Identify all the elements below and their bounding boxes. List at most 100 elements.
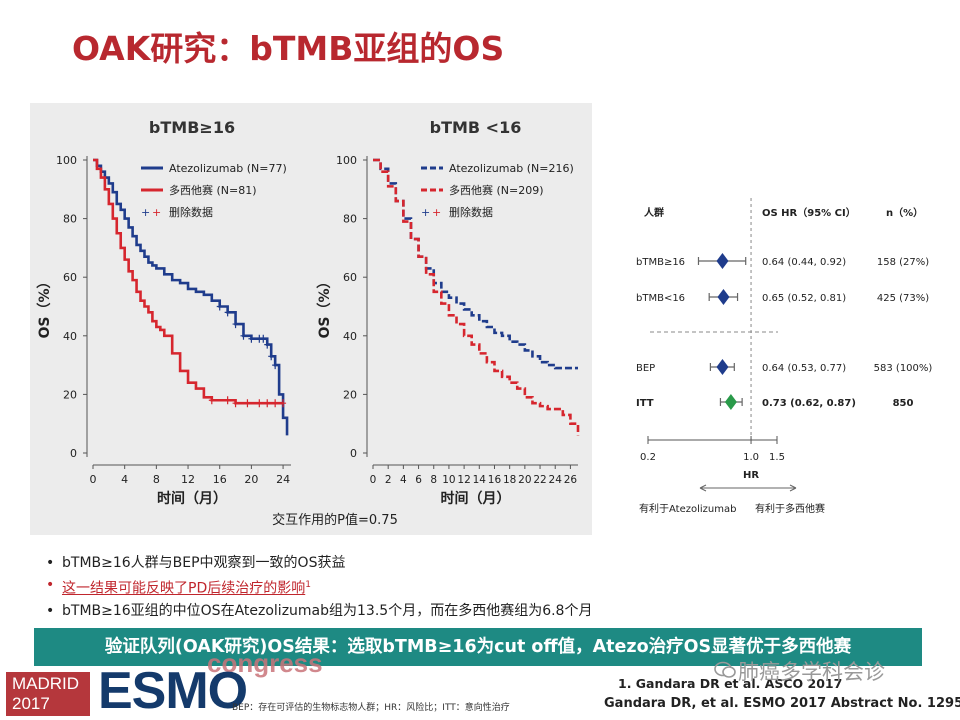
congress-logo-text: congress: [207, 648, 323, 678]
y-tick-label: 80: [343, 213, 357, 226]
censor-mark-docetaxel: [264, 399, 271, 408]
interaction-p: 交互作用的P值=0.75: [272, 512, 398, 528]
y-tick-label: 40: [343, 330, 357, 343]
forest-row-n: 583 (100%): [874, 363, 933, 374]
legend-label-series-2: 多西他赛 (N=81): [169, 183, 257, 197]
forest-x-label: HR: [743, 470, 759, 481]
legend-label-censored: 删除数据: [169, 205, 213, 219]
censor-mark-docetaxel: [256, 399, 263, 408]
y-tick-label: 100: [56, 154, 77, 167]
reference-1: 1. Gandara DR et al. ASCO 2017: [618, 676, 843, 691]
forest-x-tick-label: 1.0: [743, 452, 759, 463]
censor-mark-docetaxel: [232, 399, 239, 408]
x-axis-label: 时间（月）: [441, 490, 511, 507]
x-tick-label: 12: [457, 474, 470, 486]
censor-mark-docetaxel: [244, 399, 251, 408]
bullet-2-text: 这一结果可能反映了PD后续治疗的影响: [62, 580, 306, 597]
km-curve-series-1: [373, 158, 578, 370]
x-tick-label: 4: [400, 474, 407, 486]
y-axis-label: OS（%）: [37, 274, 53, 338]
madrid-logo: MADRID 2017: [6, 672, 90, 716]
legend-censor-plus-red: +: [152, 206, 161, 219]
censor-mark-atezo: [260, 334, 267, 343]
madrid-logo-year: 2017: [12, 694, 50, 713]
x-tick-label: 22: [533, 474, 546, 486]
x-tick-label: 20: [518, 474, 531, 486]
legend-label-series-1: Atezolizumab (N=216): [449, 162, 574, 175]
esmo-logo: ESMO: [98, 662, 248, 720]
x-tick-label: 8: [153, 473, 160, 486]
x-tick-label: 16: [488, 474, 502, 486]
forest-row-n: 158 (27%): [877, 257, 929, 268]
censor-mark-atezo: [248, 334, 255, 343]
km-curve-series-1: [93, 158, 289, 436]
y-tick-label: 20: [343, 388, 357, 401]
y-tick-label: 0: [350, 447, 357, 460]
forest-favor-arrow: [699, 484, 797, 492]
slide-title: OAK研究：bTMB亚组的OS: [72, 29, 505, 68]
conclusion-banner: 验证队列(OAK研究)OS结果：选取bTMB≥16为cut off值，Atezo…: [34, 628, 922, 666]
censor-mark-atezo: [216, 302, 223, 311]
bullet-list: bTMB≥16人群与BEP中观察到一致的OS获益 这一结果可能反映了PD后续治疗…: [40, 552, 592, 622]
censor-mark-atezo: [264, 340, 271, 349]
chart-title: bTMB≥16: [149, 118, 235, 137]
censor-mark-atezo: [268, 352, 275, 361]
censor-mark-atezo: [272, 361, 279, 370]
x-tick-label: 16: [213, 473, 227, 486]
km-chart-btmb-high: bTMB≥16 0 20 40 60 80 100 0 4 8 12 16 20 24 时间（月） OS（%）…: [37, 118, 291, 507]
km-panel: [30, 103, 592, 535]
forest-hr-diamond: [724, 394, 737, 410]
forest-plot: 人群 OS HR（95% CI） n（%） bTMB≥16 0.64 (0.44, 0.…: [636, 198, 932, 515]
forest-row-label: bTMB≥16: [636, 257, 685, 268]
bullet-3: bTMB≥16亚组的中位OS在Atezolizumab组为13.5个月，而在多西…: [40, 600, 592, 622]
km-curve-series-2: [373, 158, 580, 436]
legend-label-series-2: 多西他赛 (N=209): [449, 183, 544, 197]
censor-mark-atezo: [240, 331, 247, 340]
forest-row-hr: 0.64 (0.44, 0.92): [762, 257, 846, 268]
x-tick-label: 18: [503, 474, 516, 486]
bullet-2-sup: 1: [305, 580, 311, 590]
y-tick-label: 60: [343, 271, 357, 284]
bullet-1: bTMB≥16人群与BEP中观察到一致的OS获益: [40, 552, 592, 574]
censor-mark-atezo: [224, 308, 231, 317]
x-tick-label: 4: [121, 473, 128, 486]
censor-mark-atezo: [232, 320, 239, 329]
forest-row-hr: 0.64 (0.53, 0.77): [762, 363, 846, 374]
censor-mark-docetaxel: [208, 396, 215, 405]
forest-row-n: 425 (73%): [877, 293, 929, 304]
y-tick-label: 100: [336, 154, 357, 167]
legend-censor-plus-blue: +: [141, 206, 150, 219]
forest-favor-right: 有利于多西他赛: [755, 502, 825, 515]
y-tick-label: 40: [63, 330, 77, 343]
forest-header-group: 人群: [644, 206, 664, 219]
abbreviation-footnote: BEP：存在可评估的生物标志物人群；HR：风险比；ITT：意向性治疗: [232, 703, 510, 713]
forest-row-n: 850: [893, 398, 914, 409]
y-axis-label: OS（%）: [317, 274, 333, 338]
forest-row-hr: 0.65 (0.52, 0.81): [762, 293, 846, 304]
forest-header-hr: OS HR（95% CI）: [762, 206, 856, 219]
x-tick-label: 20: [244, 473, 258, 486]
y-tick-label: 20: [63, 388, 77, 401]
x-tick-label: 6: [415, 474, 422, 486]
madrid-logo-city: MADRID: [12, 674, 80, 693]
x-tick-label: 26: [564, 474, 578, 486]
x-tick-label: 8: [430, 474, 437, 486]
legend-label-series-1: Atezolizumab (N=77): [169, 162, 287, 175]
x-tick-label: 12: [181, 473, 195, 486]
legend-censor-plus-red: +: [432, 206, 441, 219]
x-axis-label: 时间（月）: [157, 490, 227, 507]
watermark-text: 肺癌多学科会诊: [738, 660, 885, 684]
censor-mark-docetaxel: [280, 399, 287, 408]
forest-row-hr: 0.73 (0.62, 0.87): [762, 398, 856, 409]
forest-hr-diamond: [716, 253, 729, 269]
x-tick-label: 24: [549, 474, 563, 486]
y-tick-label: 60: [63, 271, 77, 284]
x-tick-label: 0: [90, 473, 97, 486]
censor-mark-docetaxel: [224, 396, 231, 405]
forest-hr-diamond: [717, 289, 730, 305]
wechat-icon: [714, 661, 736, 678]
chart-title: bTMB <16: [430, 118, 522, 137]
forest-header-n: n（%）: [886, 206, 923, 219]
